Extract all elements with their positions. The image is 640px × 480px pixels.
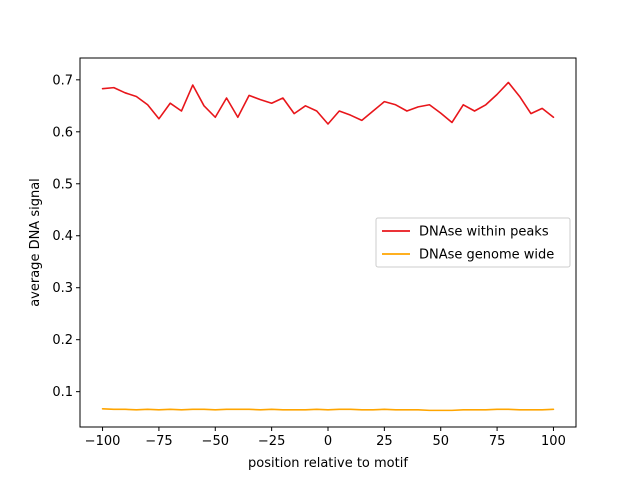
x-tick-label: 25 bbox=[376, 434, 393, 449]
y-tick-label: 0.1 bbox=[52, 385, 73, 400]
x-tick-label: 100 bbox=[541, 434, 566, 449]
legend-label-genome-wide: DNAse genome wide bbox=[419, 248, 554, 263]
series-layer bbox=[101, 81, 555, 412]
legend: DNAse within peaks DNAse genome wide bbox=[375, 217, 571, 268]
y-tick-label: 0.7 bbox=[52, 73, 73, 88]
series-line-genome-wide bbox=[101, 408, 555, 412]
y-axis-label: average DNA signal bbox=[28, 178, 43, 307]
y-ticks: 0.1 0.2 0.3 0.4 0.5 0.6 0.7 bbox=[52, 73, 80, 400]
y-tick-label: 0.2 bbox=[52, 333, 73, 348]
x-tick-label: −25 bbox=[258, 434, 285, 449]
x-axis-label: position relative to motif bbox=[248, 456, 408, 471]
y-tick-label: 0.3 bbox=[52, 281, 73, 296]
y-tick-label: 0.4 bbox=[52, 229, 73, 244]
series-line-within-peaks bbox=[101, 81, 555, 125]
x-tick-label: −75 bbox=[145, 434, 172, 449]
x-tick-label: 50 bbox=[432, 434, 449, 449]
x-tick-label: −50 bbox=[202, 434, 229, 449]
x-ticks: −100 −75 −50 −25 0 25 50 75 100 bbox=[85, 427, 566, 449]
x-tick-label: 75 bbox=[489, 434, 506, 449]
legend-label-within-peaks: DNAse within peaks bbox=[419, 225, 549, 240]
y-tick-label: 0.6 bbox=[52, 125, 73, 140]
y-tick-label: 0.5 bbox=[52, 177, 73, 192]
x-tick-label: 0 bbox=[324, 434, 332, 449]
legend-box bbox=[375, 217, 571, 268]
x-tick-label: −100 bbox=[85, 434, 121, 449]
